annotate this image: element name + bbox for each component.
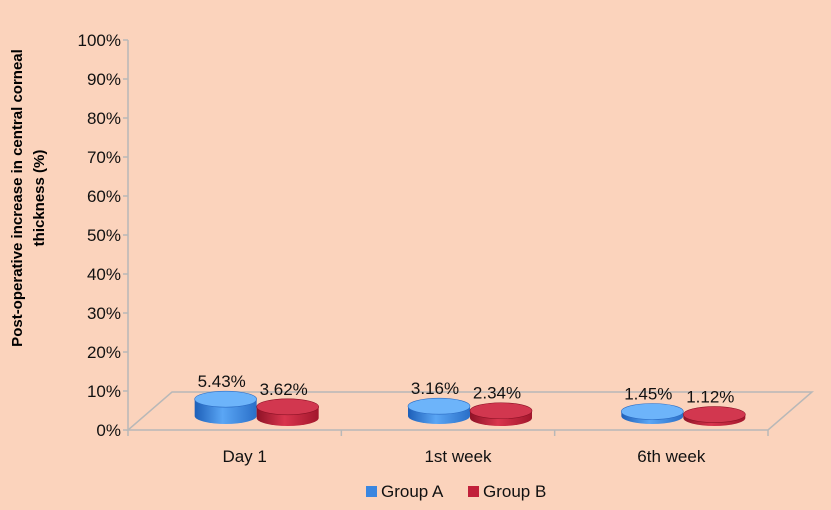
y-tick-label: 30% bbox=[87, 304, 121, 323]
y-tick-label: 70% bbox=[87, 148, 121, 167]
y-tick-label: 0% bbox=[96, 421, 121, 440]
y-axis-title: Post-operative increase in central corne… bbox=[9, 49, 48, 347]
bar-group-a-6th-week bbox=[621, 403, 684, 424]
x-axis-ticks bbox=[127, 430, 769, 436]
bar-group-b-1st-week bbox=[469, 402, 533, 426]
data-label: 3.62% bbox=[260, 380, 308, 399]
x-category-label: Day 1 bbox=[222, 447, 266, 466]
y-tick-label: 100% bbox=[78, 31, 121, 50]
legend-swatch bbox=[366, 486, 377, 497]
y-tick-label: 40% bbox=[87, 265, 121, 284]
legend-swatch bbox=[468, 486, 479, 497]
y-tick-label: 90% bbox=[87, 70, 121, 89]
bar-group-b-6th-week bbox=[683, 406, 746, 426]
data-label: 5.43% bbox=[198, 372, 246, 391]
x-category-label: 1st week bbox=[424, 447, 492, 466]
category-labels: Day 1 1st week 6th week bbox=[222, 447, 705, 466]
y-tick-label: 10% bbox=[87, 382, 121, 401]
y-tick-label: 50% bbox=[87, 226, 121, 245]
x-category-label: 6th week bbox=[637, 447, 706, 466]
y-axis-ticks: 0% 10% 20% 30% 40% 50% 60% 70% 80% 90% 100% bbox=[78, 31, 128, 440]
bar-group-b-day-1 bbox=[256, 398, 319, 426]
y-tick-label: 80% bbox=[87, 109, 121, 128]
y-tick-label: 20% bbox=[87, 343, 121, 362]
data-label: 1.45% bbox=[624, 385, 672, 404]
bar-group-a-1st-week bbox=[407, 397, 471, 424]
legend-label: Group B bbox=[483, 482, 546, 501]
data-label: 3.16% bbox=[411, 379, 459, 398]
y-axis-title-line2: thickness (%) bbox=[31, 150, 48, 247]
y-axis-title-line1: Post-operative increase in central corne… bbox=[9, 49, 26, 347]
bars-layer: 5.43% 3.62% 3.16% 2.34% 1.45% 1.12% bbox=[194, 372, 746, 426]
bar-group-a-day-1 bbox=[194, 390, 257, 424]
data-label: 2.34% bbox=[473, 384, 521, 403]
y-tick-label: 60% bbox=[87, 187, 121, 206]
data-label: 1.12% bbox=[686, 388, 734, 407]
legend-label: Group A bbox=[381, 482, 444, 501]
legend: Group A Group B bbox=[366, 482, 546, 501]
